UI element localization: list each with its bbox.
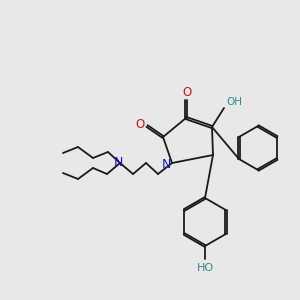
Text: OH: OH [226, 97, 242, 107]
Text: N: N [113, 155, 123, 169]
Text: O: O [182, 85, 192, 98]
Text: HO: HO [196, 263, 214, 273]
Text: N: N [161, 158, 171, 170]
Text: O: O [135, 118, 145, 131]
